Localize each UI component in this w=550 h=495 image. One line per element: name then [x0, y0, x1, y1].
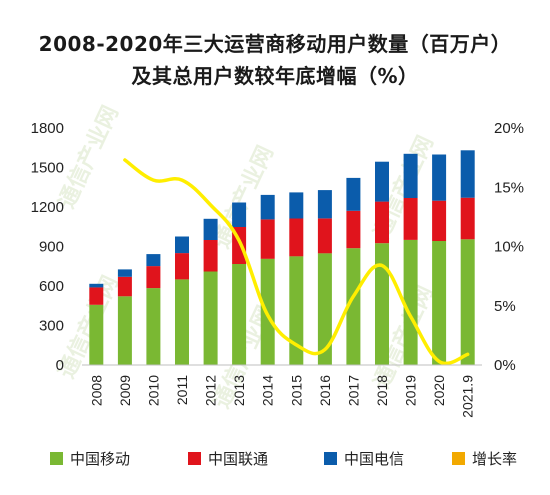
- growth-rate-line: [123, 158, 470, 366]
- x-tick-label: 2011: [174, 375, 190, 405]
- bar-segment: [375, 243, 389, 365]
- x-tick-label: 2015: [288, 375, 304, 406]
- bar-segment: [403, 239, 418, 365]
- y-right-tick-label: 20%: [494, 120, 524, 137]
- bar-segment: [117, 276, 132, 297]
- bar-segment: [203, 218, 218, 240]
- bar-segment: [146, 288, 161, 365]
- legend: 中国移动 中国联通 中国电信 增长率: [50, 450, 517, 468]
- bar-segment: [289, 192, 304, 219]
- watermark-text: 通信产业网: [54, 272, 124, 383]
- y-right-tick-label: 5%: [494, 298, 516, 315]
- y-right-tick-label: 15%: [494, 179, 524, 196]
- watermark-text: 通信产业网: [54, 102, 124, 213]
- bar-segment: [175, 253, 189, 280]
- bar-segment: [260, 194, 275, 220]
- growth-line-layer: [123, 158, 470, 366]
- x-tick-label: 2010: [145, 375, 161, 406]
- legend-label: 中国电信: [344, 450, 404, 468]
- y-left-tick-label: 1800: [31, 120, 64, 137]
- bar-segment: [203, 271, 218, 365]
- y-right-tick-label: 0%: [494, 357, 516, 374]
- axis-layer: 1800 1500 1200 900 600 300 0 20% 15% 10% 5% 0% 2008 2…: [31, 120, 524, 418]
- x-tick-label: 2013: [231, 375, 247, 406]
- legend-label: 增长率: [472, 450, 517, 468]
- x-tick-label: 2020: [431, 375, 447, 406]
- bar-segment: [289, 256, 304, 365]
- bar-segment: [89, 283, 104, 288]
- bar-segment: [146, 266, 161, 289]
- chart-title-line1: 2008-2020年三大运营商移动用户数量（百万户）: [38, 32, 512, 56]
- legend-swatch: [324, 452, 337, 465]
- bar-segment: [375, 161, 389, 202]
- bar-segment: [403, 198, 418, 240]
- bar-segment: [346, 177, 361, 211]
- bar-segment: [175, 236, 189, 254]
- bar-segment: [432, 200, 447, 241]
- x-tick-label: 2016: [317, 375, 333, 406]
- x-tick-label: 2017: [345, 375, 361, 406]
- y-right-tick-label: 10%: [494, 239, 524, 256]
- bar-segment: [317, 190, 332, 219]
- y-left-tick-label: 0: [56, 357, 64, 374]
- bar-segment: [260, 219, 275, 259]
- bar-segment: [117, 269, 132, 277]
- bar-segment: [432, 154, 447, 201]
- bar-segment: [375, 201, 389, 244]
- bar-segment: [460, 150, 475, 198]
- bar-segment: [89, 304, 104, 365]
- bar-segment: [232, 202, 247, 227]
- bar-segment: [317, 218, 332, 254]
- x-tick-label: 2012: [203, 375, 219, 406]
- bar-segment: [146, 254, 161, 267]
- legend-label: 中国移动: [70, 450, 130, 468]
- bar-segment: [403, 153, 418, 198]
- y-left-tick-label: 300: [39, 318, 64, 335]
- y-left-tick-label: 600: [39, 278, 64, 295]
- legend-swatch: [188, 452, 201, 465]
- bar-segment: [460, 197, 475, 240]
- chart-title-line2: 及其总用户数较年底增幅（%）: [131, 64, 419, 88]
- bar-segment: [346, 210, 361, 249]
- x-tick-label: 2018: [374, 375, 390, 406]
- bar-segment: [232, 264, 247, 365]
- bar-segment: [117, 296, 132, 365]
- x-tick-label: 2014: [260, 375, 276, 406]
- bar-segment: [89, 287, 104, 305]
- y-left-tick-label: 900: [39, 239, 64, 256]
- x-tick-label: 2021.9: [460, 375, 476, 418]
- x-tick-label: 2019: [403, 375, 419, 406]
- legend-swatch: [50, 452, 63, 465]
- bar-segment: [175, 279, 189, 365]
- x-tick-label: 2008: [88, 375, 104, 406]
- legend-label: 中国联通: [208, 450, 268, 468]
- bar-segment: [289, 218, 304, 257]
- bar-segment: [346, 248, 361, 365]
- legend-swatch: [452, 452, 465, 465]
- y-left-tick-label: 1200: [31, 199, 64, 216]
- bar-segment: [460, 239, 475, 365]
- bar-segment: [203, 240, 218, 272]
- x-tick-label: 2009: [117, 375, 133, 406]
- y-left-tick-label: 1500: [31, 160, 64, 177]
- bars-layer: [89, 150, 475, 365]
- bar-segment: [317, 253, 332, 365]
- bar-segment: [432, 241, 447, 365]
